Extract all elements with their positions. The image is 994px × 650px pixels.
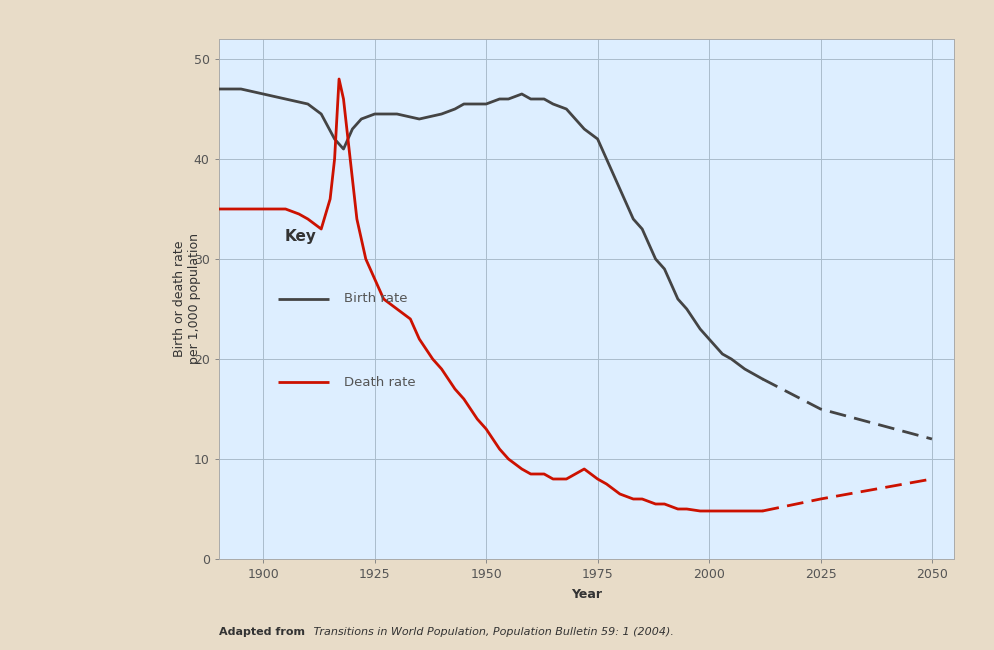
X-axis label: Year: Year xyxy=(571,588,602,601)
Text: Birth rate: Birth rate xyxy=(344,292,408,306)
Text: Adapted from: Adapted from xyxy=(219,627,305,637)
Text: Transitions in World Population, Population Bulletin 59: 1 (2004).: Transitions in World Population, Populat… xyxy=(310,627,674,637)
Text: Key: Key xyxy=(285,229,317,244)
Y-axis label: Birth or death rate
per 1,000 population: Birth or death rate per 1,000 population xyxy=(173,233,201,365)
Text: Death rate: Death rate xyxy=(344,376,415,389)
